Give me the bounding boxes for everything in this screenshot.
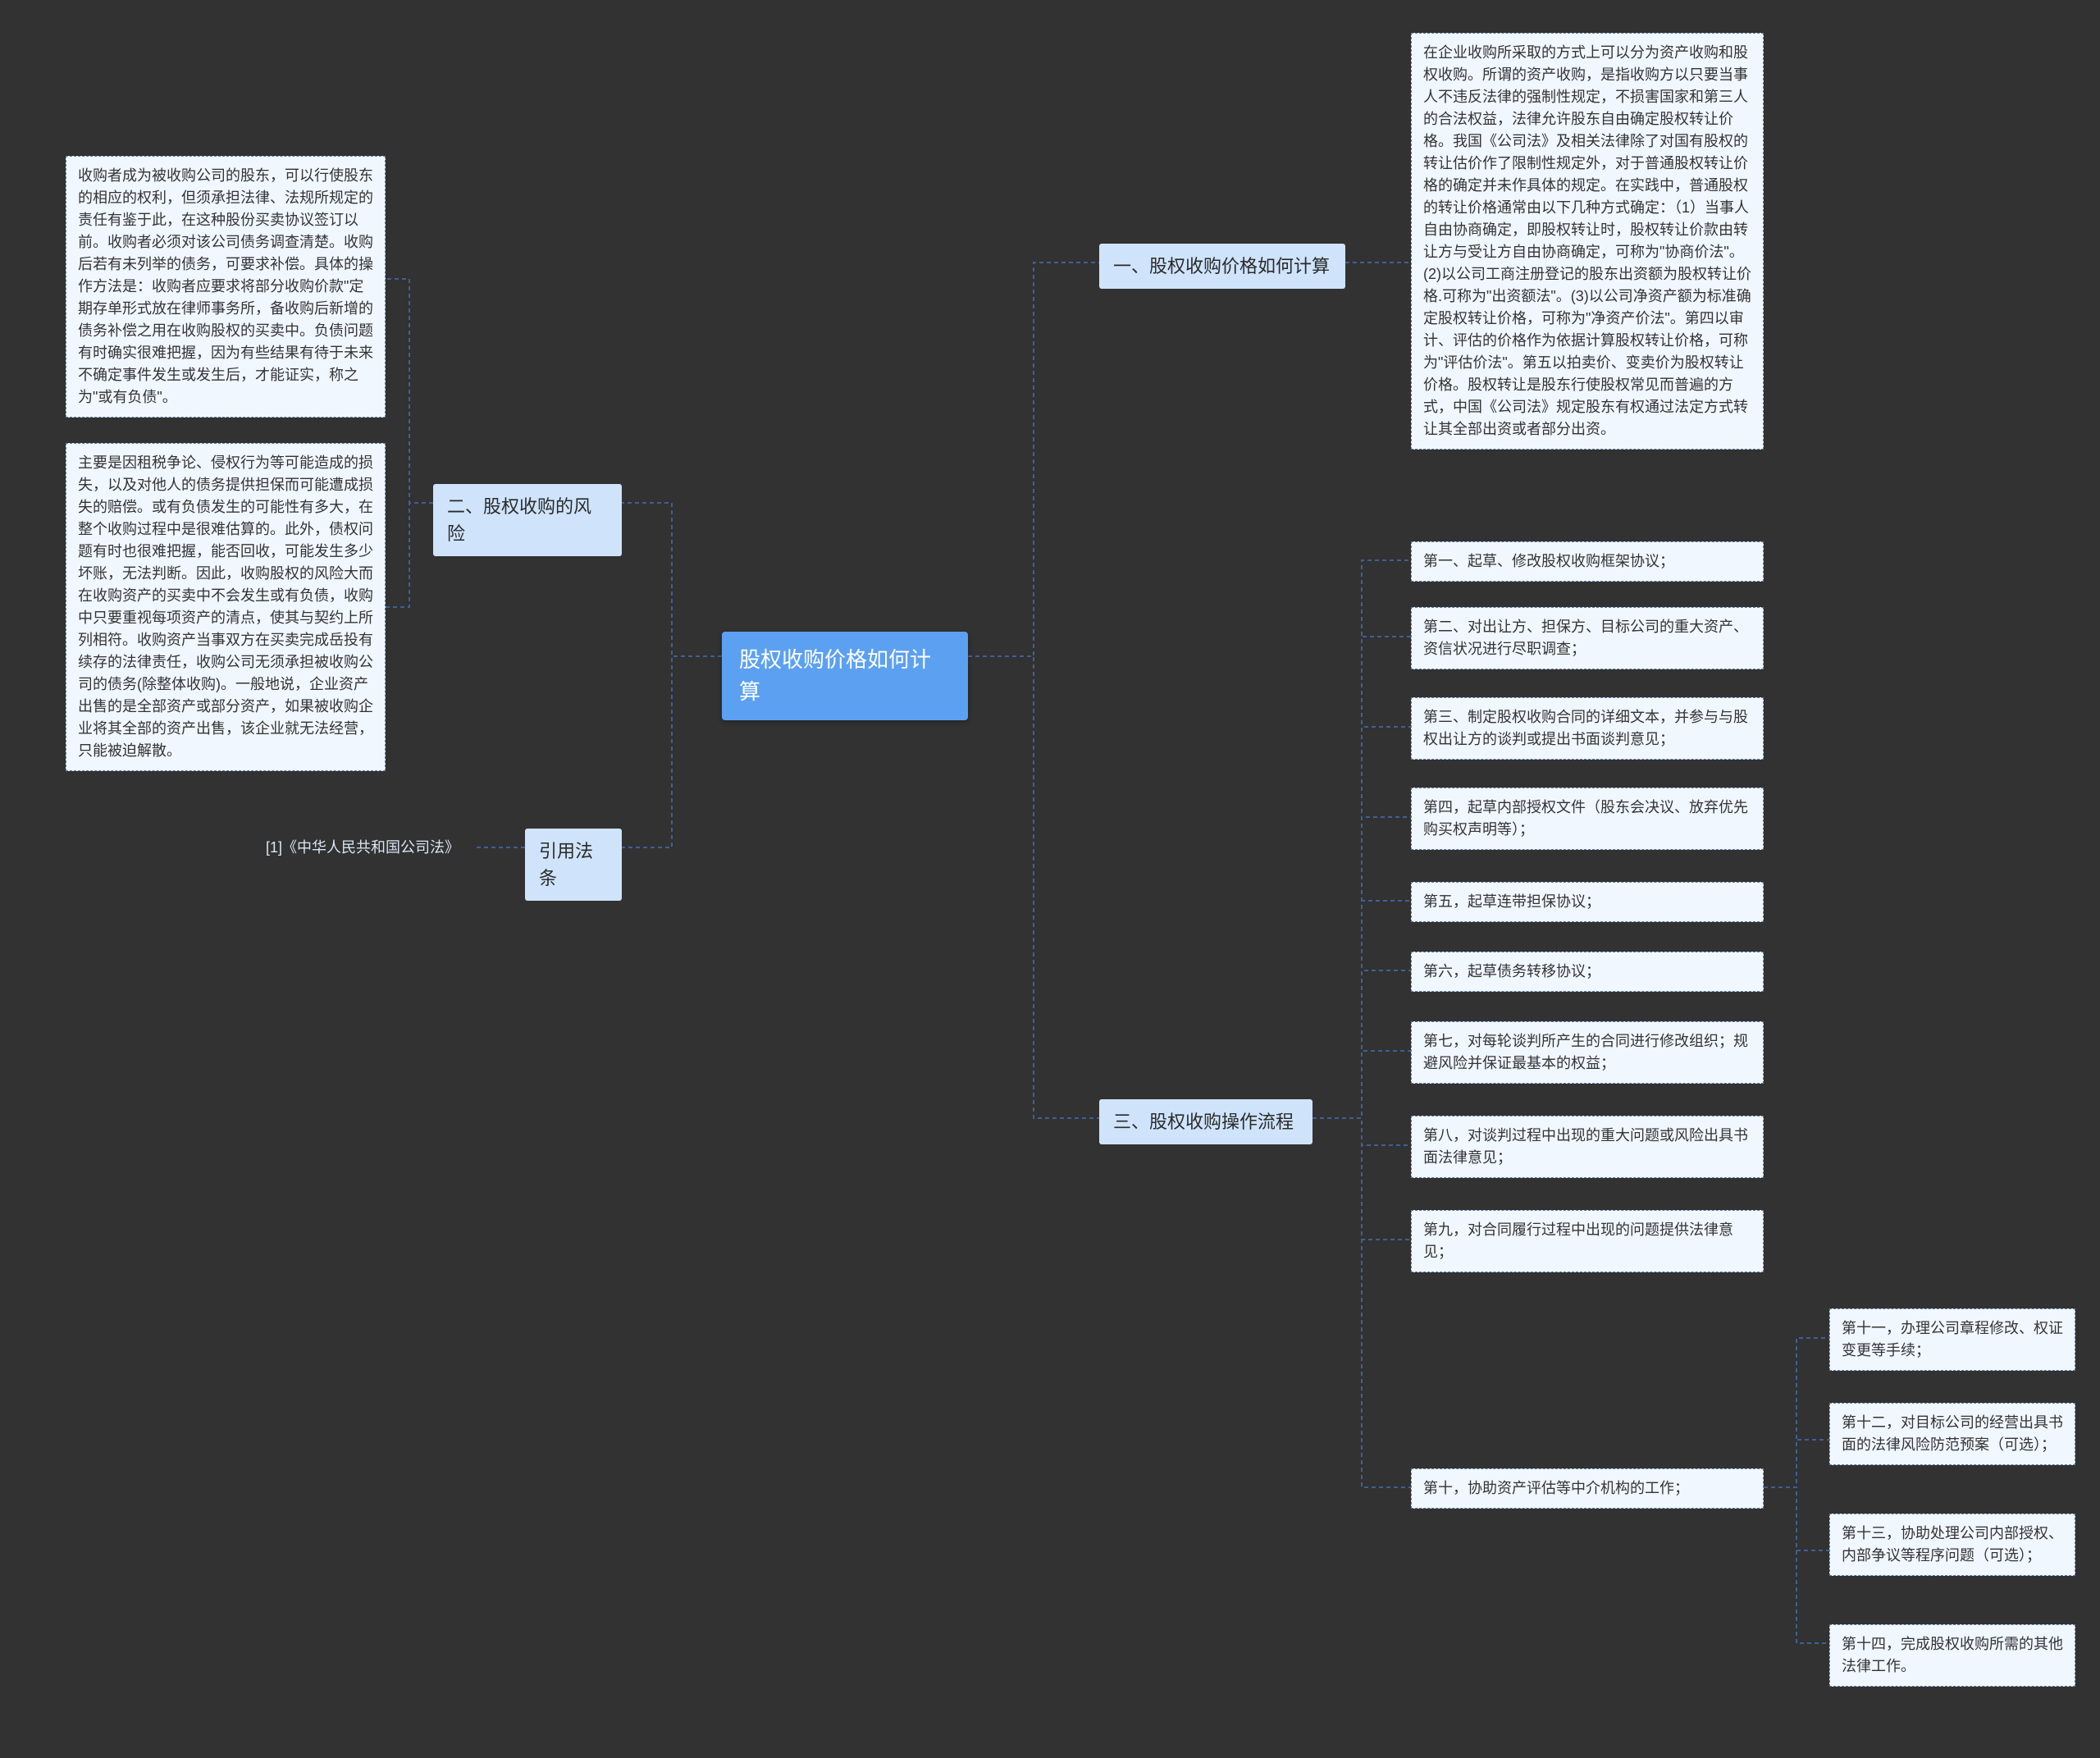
leaf-r3j1: 第十一，办理公司章程修改、权证变更等手续； xyxy=(1829,1308,2075,1371)
leaf-r3i: 第九，对合同履行过程中出现的问题提供法律意见； xyxy=(1411,1210,1764,1272)
leaf-r3j3: 第十三，协助处理公司内部授权、内部争议等程序问题（可选）； xyxy=(1829,1514,2075,1576)
leaf-r3a: 第一、起草、修改股权收购框架协议； xyxy=(1411,541,1764,582)
leaf-l4a: [1]《中华人民共和国公司法》 xyxy=(254,829,476,867)
leaf-r3e: 第五，起草连带担保协议； xyxy=(1411,882,1764,922)
leaf-r3j: 第十，协助资产评估等中介机构的工作； xyxy=(1411,1468,1764,1509)
leaf-r3h: 第八，对谈判过程中出现的重大问题或风险出具书面法律意见； xyxy=(1411,1116,1764,1178)
branch-l2: 二、股权收购的风险 xyxy=(433,484,622,556)
branch-l4: 引用法条 xyxy=(525,829,622,901)
leaf-r3g: 第七，对每轮谈判所产生的合同进行修改组织；规避风险并保证最基本的权益； xyxy=(1411,1021,1764,1084)
leaf-r3b: 第二、对出让方、担保方、目标公司的重大资产、资信状况进行尽职调查； xyxy=(1411,607,1764,669)
branch-r1: 一、股权收购价格如何计算 xyxy=(1099,244,1345,289)
leaf-l2b: 主要是因租税争论、侵权行为等可能造成的损失，以及对他人的债务提供担保而可能遭成损… xyxy=(66,443,386,771)
leaf-r3c: 第三、制定股权收购合同的详细文本，并参与与股权出让方的谈判或提出书面谈判意见； xyxy=(1411,697,1764,760)
leaf-r3f: 第六，起草债务转移协议； xyxy=(1411,952,1764,992)
root-node: 股权收购价格如何计算 xyxy=(722,632,968,720)
leaf-r3j4: 第十四，完成股权收购所需的其他法律工作。 xyxy=(1829,1624,2075,1687)
leaf-r1a: 在企业收购所采取的方式上可以分为资产收购和股权收购。所谓的资产收购，是指收购方以… xyxy=(1411,33,1764,450)
leaf-l2a: 收购者成为被收购公司的股东，可以行使股东的相应的权利，但须承担法律、法规所规定的… xyxy=(66,156,386,418)
leaf-r3d: 第四，起草内部授权文件（股东会决议、放弃优先购买权声明等）； xyxy=(1411,788,1764,850)
branch-r3: 三、股权收购操作流程 xyxy=(1099,1099,1312,1144)
leaf-r3j2: 第十二，对目标公司的经营出具书面的法律风险防范预案（可选）； xyxy=(1829,1403,2075,1465)
